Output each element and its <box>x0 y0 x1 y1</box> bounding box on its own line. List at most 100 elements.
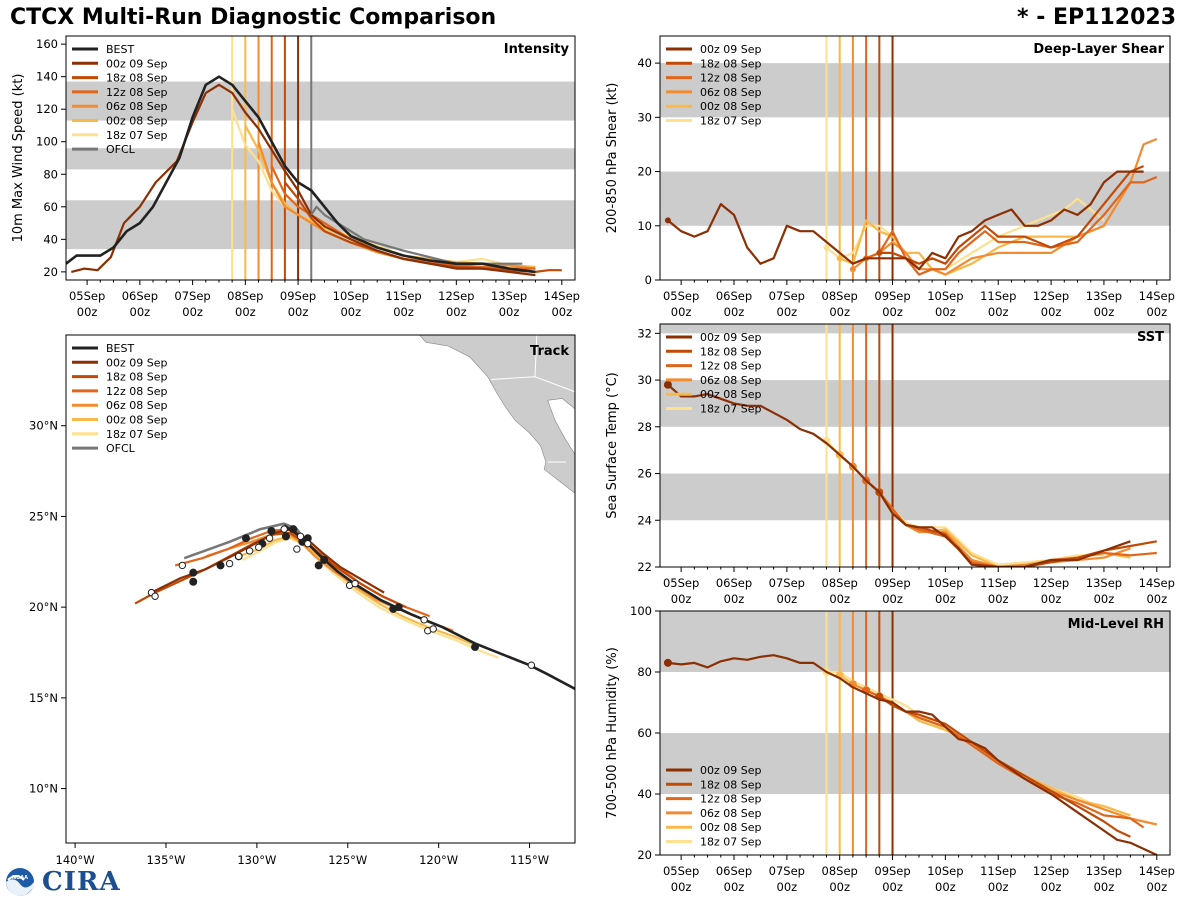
rh-x-tick-sublabel: 00z <box>829 880 850 894</box>
track-x-tick-label: 125°W <box>328 853 367 867</box>
shear-x-tick-sublabel: 00z <box>935 305 956 319</box>
rh-series-line <box>667 654 1158 855</box>
rh-band <box>660 733 1170 794</box>
intensity-y-axis-label: 10m Max Wind Speed (kt) <box>11 74 26 243</box>
sst-legend-label: 18z 08 Sep <box>700 345 762 358</box>
intensity-legend-label: 00z 08 Sep <box>106 115 168 128</box>
sst-legend-label: 18z 07 Sep <box>700 403 762 416</box>
shear-x-tick-label: 11Sep <box>980 289 1016 303</box>
shear-x-tick-sublabel: 00z <box>1146 305 1167 319</box>
rh-legend-label: 12z 08 Sep <box>700 793 762 806</box>
rh-x-tick-sublabel: 00z <box>1094 880 1115 894</box>
land-mass <box>419 335 575 494</box>
sst-series-line <box>667 383 1131 567</box>
shear-y-tick-label: 0 <box>645 273 652 287</box>
rh-x-tick-sublabel: 00z <box>724 880 745 894</box>
track-x-tick-label: 140°W <box>56 853 95 867</box>
rh-x-tick-sublabel: 00z <box>1146 880 1167 894</box>
rh-legend-label: 18z 07 Sep <box>700 836 762 849</box>
track-legend-label: 12z 08 Sep <box>106 385 168 398</box>
track-legend-label: 00z 08 Sep <box>106 414 168 427</box>
sst-legend-label: 00z 09 Sep <box>700 331 762 344</box>
intensity-series-line <box>66 75 536 274</box>
rh-x-tick-sublabel: 00z <box>671 880 692 894</box>
track-y-tick-label: 30°N <box>29 419 58 433</box>
shear-x-tick-label: 13Sep <box>1086 289 1122 303</box>
intensity-legend-label: BEST <box>106 43 134 56</box>
rh-x-tick-label: 12Sep <box>1033 864 1069 878</box>
sst-y-tick-label: 28 <box>637 420 652 434</box>
track-legend-label: 18z 07 Sep <box>106 428 168 441</box>
track-x-tick-label: 115°W <box>510 853 549 867</box>
track-line <box>134 531 407 609</box>
sst-x-tick-sublabel: 00z <box>724 592 745 606</box>
track-x-tick-label: 135°W <box>146 853 185 867</box>
rh-x-tick-label: 06Sep <box>716 864 752 878</box>
track-point-filled <box>281 532 290 541</box>
shear-x-tick-label: 06Sep <box>716 289 752 303</box>
intensity-band <box>66 81 575 121</box>
intensity-y-tick-label: 140 <box>36 70 58 84</box>
logo-text: CIRA <box>42 867 121 897</box>
intensity-y-tick-label: 120 <box>36 102 58 116</box>
intensity-x-tick-label: 11Sep <box>385 289 421 303</box>
intensity-x-tick-label: 08Sep <box>227 289 263 303</box>
intensity-x-tick-sublabel: 00z <box>446 305 467 319</box>
intensity-series-line <box>310 205 523 265</box>
intensity-y-tick-label: 160 <box>36 37 58 51</box>
shear-series-start-marker <box>836 255 843 262</box>
shear-x-tick-sublabel: 00z <box>671 305 692 319</box>
shear-frame <box>659 35 1171 281</box>
logo: NOAA CIRA <box>4 866 121 898</box>
shear-band <box>660 171 1170 226</box>
shear-legend-label: 00z 08 Sep <box>700 100 762 113</box>
sst-y-tick-label: 30 <box>637 373 652 387</box>
sst-x-tick-sublabel: 00z <box>829 592 850 606</box>
sst-x-tick-sublabel: 00z <box>988 592 1009 606</box>
track-point-open <box>351 579 359 588</box>
track-x-tick-label: 120°W <box>419 853 458 867</box>
shear-x-tick-sublabel: 00z <box>829 305 850 319</box>
track-point-open <box>151 592 159 600</box>
sst-y-tick-label: 22 <box>637 560 652 574</box>
rh-series-start-marker <box>663 658 672 667</box>
track-y-tick-label: 20°N <box>29 600 58 614</box>
track-point-open <box>293 545 301 553</box>
track-point-filled <box>189 577 198 586</box>
shear-x-tick-label: 14Sep <box>1139 289 1175 303</box>
track-point-filled <box>267 526 276 535</box>
rh-panel: 05Sep 00z 06Sep 00z 07Sep 00z 08Sep 00z 09Sep 00z… <box>605 604 1175 894</box>
track-point-filled <box>241 534 250 543</box>
sst-legend-label: 00z 08 Sep <box>700 388 762 401</box>
border-line <box>534 335 538 377</box>
sst-x-tick-sublabel: 00z <box>1146 592 1167 606</box>
track-point-open <box>245 547 254 555</box>
shear-x-tick-sublabel: 00z <box>724 305 745 319</box>
intensity-legend-label: 06z 08 Sep <box>106 100 168 113</box>
track-point-open <box>178 561 187 570</box>
storm-id: * - EP112023 <box>1017 5 1176 30</box>
sst-band <box>660 324 1170 334</box>
rh-panel-title: Mid-Level RH <box>1068 617 1164 632</box>
intensity-x-tick-sublabel: 00z <box>499 305 520 319</box>
sst-x-tick-label: 14Sep <box>1139 576 1175 590</box>
rh-x-tick-sublabel: 00z <box>777 880 798 894</box>
shear-legend-label: 18z 07 Sep <box>700 115 762 128</box>
track-legend-label: 18z 08 Sep <box>106 371 168 384</box>
intensity-x-tick-sublabel: 00z <box>340 305 361 319</box>
track-point-open <box>280 525 288 533</box>
rh-y-tick-label: 100 <box>630 604 652 618</box>
sst-y-axis-label: Sea Surface Temp (°C) <box>605 372 620 519</box>
shear-legend-label: 18z 08 Sep <box>700 57 762 70</box>
track-legend-label: 00z 09 Sep <box>106 356 168 369</box>
shear-y-tick-label: 30 <box>637 110 652 124</box>
intensity-legend-label: 18z 08 Sep <box>106 72 168 85</box>
intensity-x-tick-sublabel: 00z <box>235 305 256 319</box>
sst-series-start-marker <box>663 380 672 389</box>
rh-x-tick-label: 09Sep <box>874 864 910 878</box>
rh-x-tick-sublabel: 00z <box>1041 880 1062 894</box>
sst-y-tick-label: 24 <box>637 513 652 527</box>
track-point-filled <box>320 555 329 564</box>
track-plot-area <box>134 335 575 690</box>
track-panel: 140°W 135°W 130°W 125°W 120°W 115°W 10°N 15°N 20… <box>29 334 576 867</box>
